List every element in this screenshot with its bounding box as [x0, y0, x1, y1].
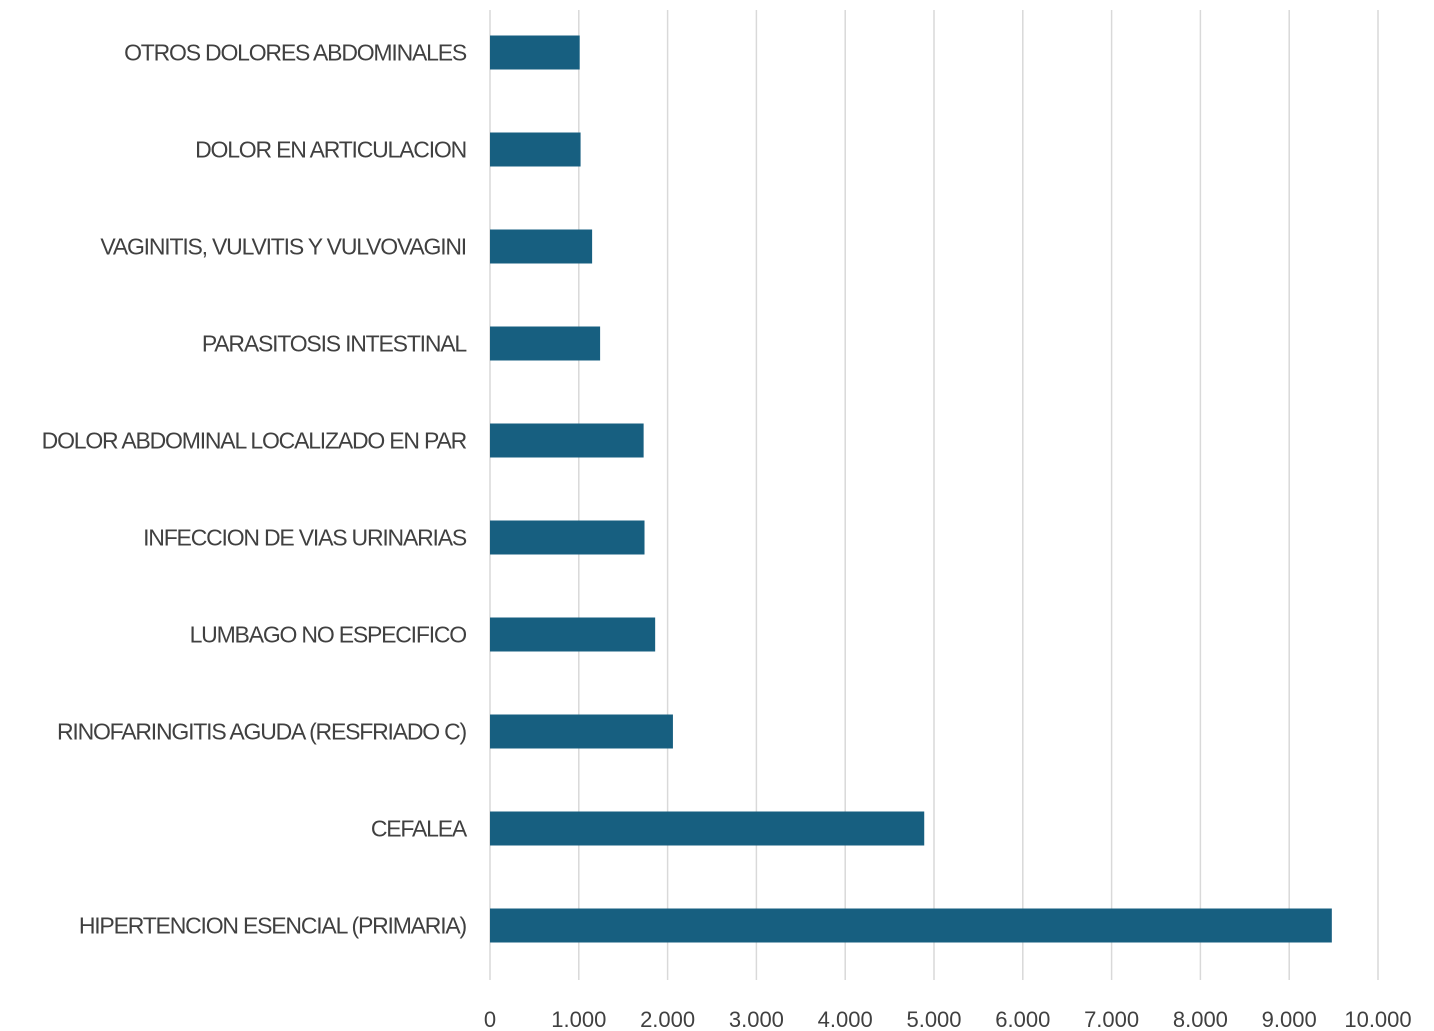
category-label: HIPERTENCION ESENCIAL (PRIMARIA) [79, 913, 467, 939]
gridlines [489, 10, 1379, 980]
category-label: CEFALEA [371, 816, 468, 842]
category-label: OTROS DOLORES ABDOMINALES [124, 40, 467, 66]
x-tick-label: 3.000 [729, 1007, 784, 1031]
category-label: RINOFARINGITIS AGUDA (RESFRIADO C) [57, 719, 467, 745]
x-tick-label: 0 [484, 1007, 496, 1031]
category-label: DOLOR EN ARTICULACION [195, 137, 466, 163]
x-tick-label: 6.000 [995, 1007, 1050, 1031]
x-tick-label: 5.000 [906, 1007, 961, 1031]
bar [490, 811, 925, 846]
x-tick-label: 8.000 [1173, 1007, 1228, 1031]
bar [490, 423, 644, 458]
x-tick-label: 7.000 [1084, 1007, 1139, 1031]
bar [490, 617, 656, 652]
x-tick-label: 4.000 [818, 1007, 873, 1031]
x-tick-label: 2.000 [640, 1007, 695, 1031]
category-labels: HIPERTENCION ESENCIAL (PRIMARIA) CEFALEA R… [42, 40, 469, 939]
category-label: LUMBAGO NO ESPECIFICO [190, 622, 467, 648]
x-tick-label: 10.000 [1344, 1007, 1411, 1031]
category-label: PARASITOSIS INTESTINAL [202, 331, 468, 357]
bar [490, 229, 593, 264]
bar [490, 326, 601, 361]
bar [490, 35, 580, 70]
bar [490, 908, 1332, 943]
bars [490, 35, 1332, 943]
category-label: VAGINITIS, VULVITIS Y VULVOVAGINI [100, 234, 466, 260]
x-tick-label: 1.000 [551, 1007, 606, 1031]
category-label: DOLOR ABDOMINAL LOCALIZADO EN PAR [42, 428, 467, 454]
bar [490, 520, 645, 555]
category-label: INFECCION DE VIAS URINARIAS [143, 525, 467, 551]
bar [490, 714, 673, 749]
x-tick-label: 9.000 [1262, 1007, 1317, 1031]
x-tick-labels: 0 1.000 2.000 3.000 4.000 5.000 6.000 7.000 8.00… [484, 1007, 1412, 1031]
bar [490, 132, 581, 167]
